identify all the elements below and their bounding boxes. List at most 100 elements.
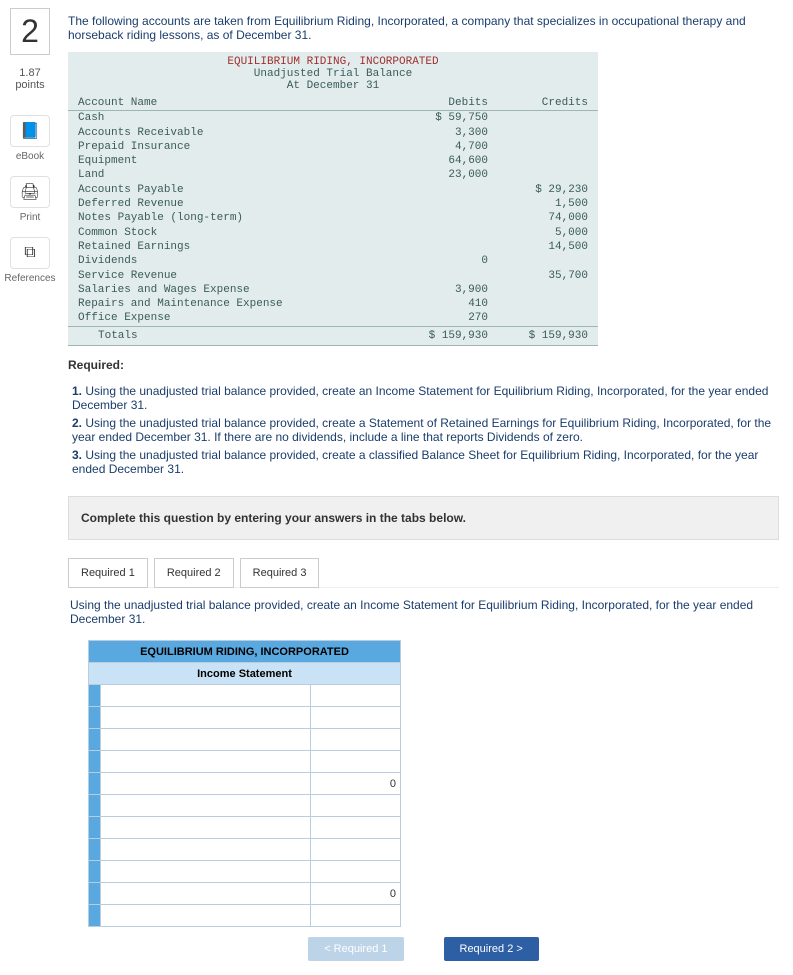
income-statement-table: EQUILIBRIUM RIDING, INCORPORATED Income … — [88, 640, 401, 927]
tb-credit — [488, 126, 588, 140]
print-button[interactable]: 🖨 — [10, 176, 50, 208]
tab-required-1[interactable]: Required 1 — [68, 558, 148, 588]
ebook-button[interactable]: 📘 — [10, 115, 50, 147]
answer-cell[interactable] — [311, 729, 401, 751]
tb-account: Cash — [78, 111, 388, 125]
tab-required-2[interactable]: Required 2 — [154, 558, 234, 588]
answer-cell[interactable] — [101, 729, 311, 751]
tb-debit — [388, 197, 488, 211]
answer-cell[interactable] — [311, 817, 401, 839]
points-label: points — [4, 79, 56, 91]
references-button[interactable]: ⧉ — [10, 237, 50, 269]
tb-account: Dividends — [78, 254, 388, 268]
tb-row: Accounts Payable $ 29,230 — [68, 183, 598, 197]
answer-cell[interactable] — [101, 905, 311, 927]
tb-account: Deferred Revenue — [78, 197, 388, 211]
required-heading: Required: — [68, 358, 779, 372]
answer-cell[interactable] — [101, 861, 311, 883]
tb-credit: $ 29,230 — [488, 183, 588, 197]
answer-cell[interactable] — [101, 707, 311, 729]
tb-debit: 410 — [388, 297, 488, 311]
tb-row: Dividends0 — [68, 254, 598, 268]
tb-debit — [388, 240, 488, 254]
answer-cell[interactable] — [101, 817, 311, 839]
answer-cell[interactable] — [311, 861, 401, 883]
row-cap[interactable] — [89, 707, 101, 729]
tb-row: Accounts Receivable3,300 — [68, 126, 598, 140]
required-list: 1. Using the unadjusted trial balance pr… — [68, 384, 779, 476]
tb-credit — [488, 154, 588, 168]
tb-credit: 14,500 — [488, 240, 588, 254]
tb-col-name: Account Name — [78, 96, 388, 110]
answer-cell[interactable]: 0 — [311, 883, 401, 905]
next-button[interactable]: Required 2 > — [444, 937, 539, 961]
row-cap[interactable] — [89, 905, 101, 927]
tb-account: Prepaid Insurance — [78, 140, 388, 154]
answer-cell[interactable] — [311, 839, 401, 861]
answer-cell[interactable] — [101, 773, 311, 795]
tb-debit: 0 — [388, 254, 488, 268]
tb-row: Repairs and Maintenance Expense410 — [68, 297, 598, 311]
tb-credit — [488, 297, 588, 311]
tb-account: Accounts Payable — [78, 183, 388, 197]
complete-instruction: Complete this question by entering your … — [68, 496, 779, 540]
tb-credit — [488, 168, 588, 182]
points-value: 1.87 — [4, 67, 56, 79]
question-number: 2 — [10, 8, 50, 55]
answer-cell[interactable] — [101, 751, 311, 773]
answer-cell[interactable] — [311, 905, 401, 927]
row-cap[interactable] — [89, 839, 101, 861]
answer-cell[interactable] — [101, 685, 311, 707]
trial-balance-table: EQUILIBRIUM RIDING, INCORPORATED Unadjus… — [68, 52, 598, 346]
tb-account: Repairs and Maintenance Expense — [78, 297, 388, 311]
tb-debit: 64,600 — [388, 154, 488, 168]
row-cap[interactable] — [89, 795, 101, 817]
answer-cell[interactable] — [101, 795, 311, 817]
tab-required-3[interactable]: Required 3 — [240, 558, 320, 588]
tb-company: EQUILIBRIUM RIDING, INCORPORATED — [68, 56, 598, 68]
main-content: The following accounts are taken from Eq… — [60, 0, 793, 975]
row-cap[interactable] — [89, 883, 101, 905]
tb-debit: 270 — [388, 311, 488, 325]
tb-row: Office Expense270 — [68, 311, 598, 325]
row-cap[interactable] — [89, 751, 101, 773]
tb-col-debit: Debits — [388, 96, 488, 110]
answer-cell[interactable] — [101, 883, 311, 905]
required-item: 3. Using the unadjusted trial balance pr… — [72, 448, 779, 476]
tb-row: Notes Payable (long-term)74,000 — [68, 211, 598, 225]
references-label: References — [4, 273, 56, 284]
tb-row: Cash$ 59,750 — [68, 111, 598, 125]
tb-row: Deferred Revenue1,500 — [68, 197, 598, 211]
copy-icon: ⧉ — [24, 244, 35, 262]
row-cap[interactable] — [89, 729, 101, 751]
answer-title: Income Statement — [89, 663, 401, 685]
answer-cell[interactable] — [311, 685, 401, 707]
print-label: Print — [4, 212, 56, 223]
answer-cell[interactable] — [311, 707, 401, 729]
answer-cell[interactable] — [311, 751, 401, 773]
tb-credit — [488, 140, 588, 154]
answer-cell[interactable] — [311, 795, 401, 817]
printer-icon: 🖨 — [20, 182, 40, 202]
required-item: 1. Using the unadjusted trial balance pr… — [72, 384, 779, 412]
answer-cell[interactable]: 0 — [311, 773, 401, 795]
row-cap[interactable] — [89, 817, 101, 839]
row-cap[interactable] — [89, 685, 101, 707]
tb-account: Accounts Receivable — [78, 126, 388, 140]
tb-col-credit: Credits — [488, 96, 588, 110]
tb-credit — [488, 311, 588, 325]
intro-text: The following accounts are taken from Eq… — [68, 14, 779, 42]
tb-debit: 23,000 — [388, 168, 488, 182]
tb-debit: 4,700 — [388, 140, 488, 154]
required-item: 2. Using the unadjusted trial balance pr… — [72, 416, 779, 444]
tb-row: Service Revenue35,700 — [68, 269, 598, 283]
row-cap[interactable] — [89, 861, 101, 883]
tb-row: Prepaid Insurance4,700 — [68, 140, 598, 154]
prev-button[interactable]: < Required 1 — [308, 937, 403, 961]
answer-cell[interactable] — [101, 839, 311, 861]
ebook-label: eBook — [4, 151, 56, 162]
tb-credit: 35,700 — [488, 269, 588, 283]
tb-totals-credit: $ 159,930 — [488, 329, 588, 343]
row-cap[interactable] — [89, 773, 101, 795]
sidebar: 2 1.87 points 📘 eBook 🖨 Print ⧉ Referenc… — [0, 0, 60, 975]
